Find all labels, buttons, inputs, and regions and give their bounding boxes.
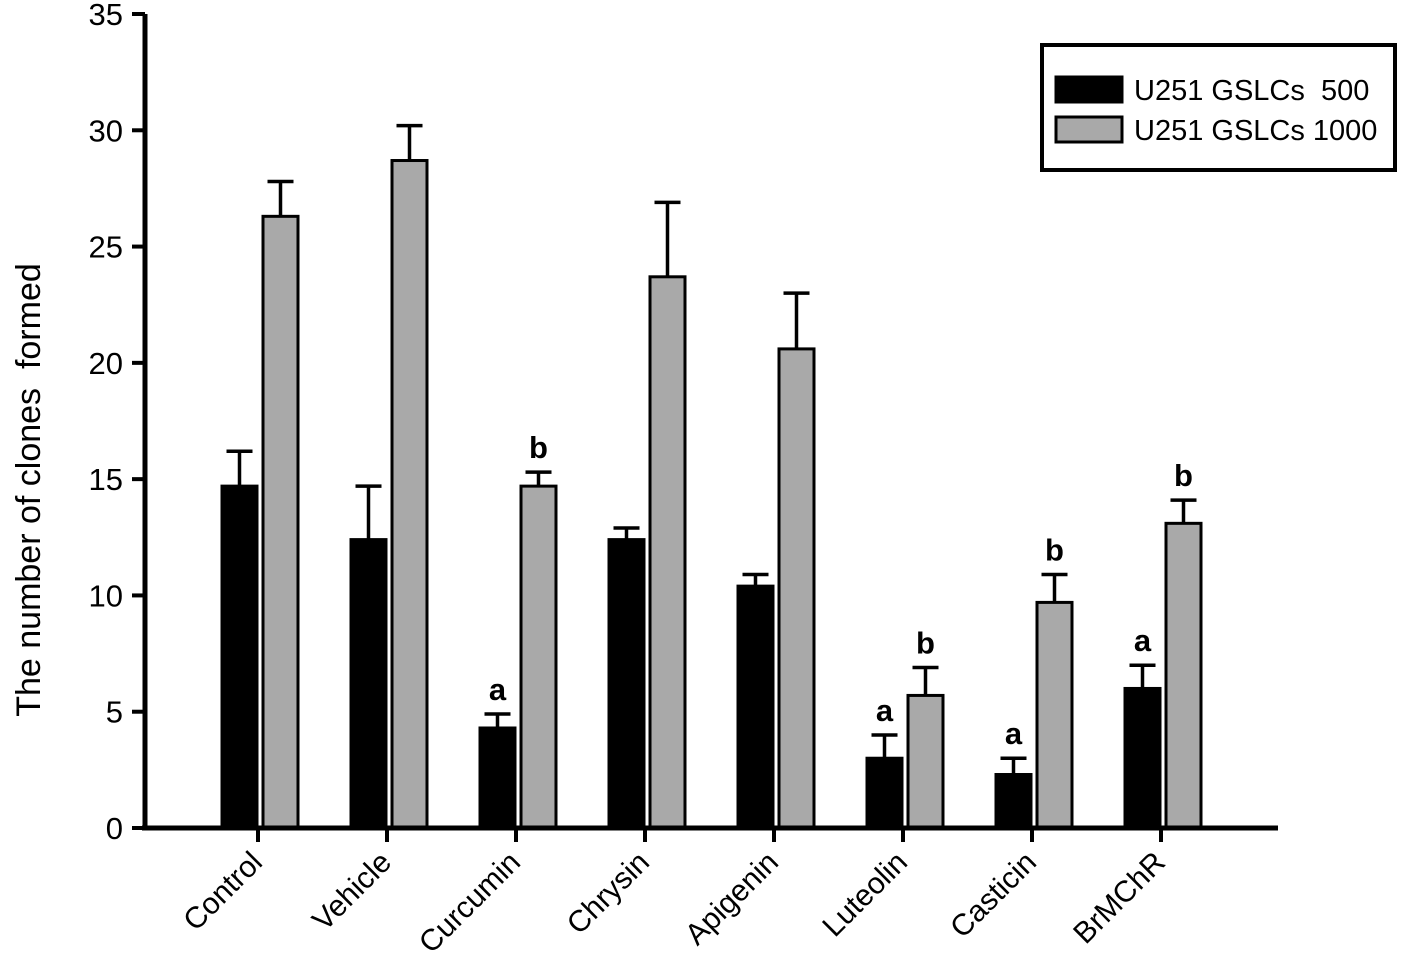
bar-Apigenin-series0 — [736, 584, 775, 830]
x-tick-label-curcumin: Curcumin — [413, 846, 527, 960]
legend-box — [1040, 43, 1397, 172]
sig-letter-Casticin-series1: b — [1045, 532, 1064, 567]
bar-BrMChR-series1 — [1164, 521, 1203, 830]
bar-Luteolin-series0 — [865, 756, 904, 830]
y-tick-label: 5 — [106, 695, 123, 730]
sig-letter-BrMChR-series0: a — [1134, 623, 1152, 658]
bar-Apigenin-series1 — [777, 347, 816, 830]
bar-Control-series0 — [220, 484, 259, 830]
bar-Luteolin-series1 — [906, 693, 945, 830]
x-tick-label-apigenin: Apigenin — [679, 846, 785, 952]
legend-label-series0: U251 GSLCs 500 — [1134, 75, 1369, 107]
y-tick-label: 10 — [89, 578, 123, 613]
x-tick-label-luteolin: Luteolin — [816, 846, 914, 944]
y-axis-title: The number of clones formed — [10, 263, 48, 717]
legend-label-series1: U251 GSLCs 1000 — [1134, 115, 1377, 147]
y-tick-label: 35 — [89, 0, 123, 32]
sig-letter-Casticin-series0: a — [1005, 716, 1023, 751]
y-tick-label: 20 — [89, 346, 123, 381]
x-tick-label-vehicle: Vehicle — [306, 846, 398, 938]
sig-letter-Luteolin-series0: a — [876, 693, 894, 728]
x-tick-label-brmchr: BrMChR — [1067, 846, 1172, 951]
legend-swatch-series0 — [1054, 75, 1124, 104]
x-tick-label-chrysin: Chrysin — [561, 846, 656, 941]
sig-letter-Curcumin-series1: b — [529, 430, 548, 465]
legend-swatch-series1 — [1054, 115, 1124, 144]
sig-letter-Curcumin-series0: a — [489, 672, 507, 707]
x-tick-label-control: Control — [177, 846, 269, 938]
y-tick-label: 25 — [89, 230, 123, 265]
bar-Curcumin-series0 — [478, 726, 517, 830]
bar-Chrysin-series0 — [607, 538, 646, 830]
bar-Chrysin-series1 — [648, 275, 687, 830]
x-tick-label-casticin: Casticin — [944, 846, 1043, 945]
bar-Curcumin-series1 — [519, 484, 558, 830]
bar-Casticin-series1 — [1035, 600, 1074, 830]
bar-BrMChR-series0 — [1123, 686, 1162, 830]
bar-Control-series1 — [261, 214, 300, 830]
y-tick-label: 15 — [89, 462, 123, 497]
bar-Casticin-series0 — [994, 773, 1033, 830]
bar-Vehicle-series0 — [349, 538, 388, 830]
sig-letter-BrMChR-series1: b — [1174, 458, 1193, 493]
sig-letter-Luteolin-series1: b — [916, 626, 935, 661]
y-tick-label: 0 — [106, 811, 123, 846]
bar-Vehicle-series1 — [390, 159, 429, 830]
y-tick-label: 30 — [89, 113, 123, 148]
